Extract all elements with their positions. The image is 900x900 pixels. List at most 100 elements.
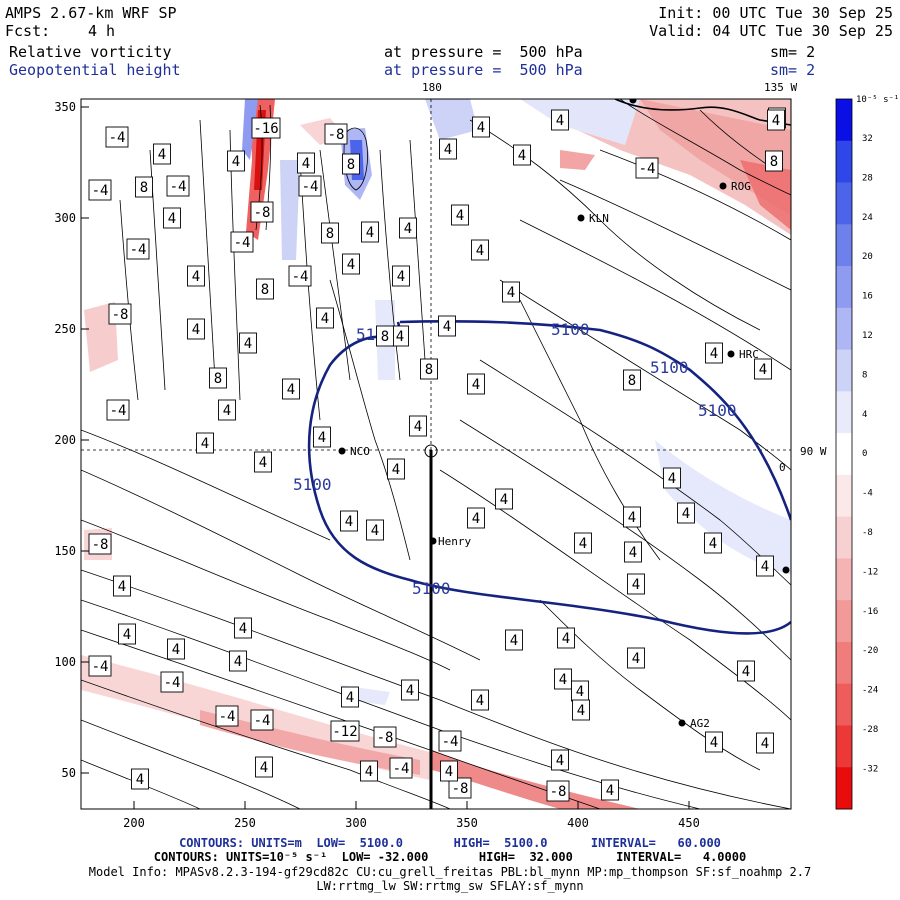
y-tick-label: 250 bbox=[54, 322, 76, 336]
vorticity-label-text: 4 bbox=[556, 113, 564, 129]
vorticity-label-box bbox=[88, 179, 112, 201]
vorticity-label-text: 4 bbox=[759, 362, 767, 378]
vorticity-label: 4 bbox=[113, 575, 131, 597]
vorticity-label: 4 bbox=[131, 768, 149, 790]
meridian-label-135w: 135 W bbox=[764, 81, 797, 94]
vorticity-label: -8 bbox=[108, 303, 132, 325]
forecast-hour: 4 h bbox=[88, 22, 116, 40]
vorticity-label: 4 bbox=[297, 152, 315, 174]
south-pole-marker bbox=[424, 444, 438, 458]
vorticity-label: 4 bbox=[440, 760, 458, 782]
vorticity-label: 4 bbox=[451, 204, 469, 226]
vorticity-label-text: 4 bbox=[772, 113, 780, 129]
vorticity-label: 4 bbox=[254, 451, 272, 473]
vorticity-label-text: -8 bbox=[550, 784, 567, 800]
station-markers bbox=[338, 99, 790, 727]
vorticity-label: 4 bbox=[767, 109, 785, 131]
vorticity-label-box bbox=[409, 415, 427, 437]
vorticity-label-text: 4 bbox=[321, 311, 329, 327]
vorticity-label-text: -4 bbox=[92, 659, 109, 675]
vorticity-label-box bbox=[471, 689, 489, 711]
vorticity-label: 4 bbox=[704, 532, 722, 554]
meridian-label-180: 180 bbox=[422, 81, 442, 94]
vorticity-label-text: -4 bbox=[393, 761, 410, 777]
vorticity-label: 4 bbox=[167, 638, 185, 660]
vorticity-label-text: 4 bbox=[239, 621, 247, 637]
field1-smoothing: sm= 2 bbox=[770, 43, 816, 61]
vorticity-label-box bbox=[392, 265, 410, 287]
vorticity-label-box bbox=[126, 238, 150, 260]
colorbar-level-label: 4 bbox=[862, 410, 867, 420]
y-tick-label: 100 bbox=[54, 655, 76, 669]
vorticity-label-box bbox=[113, 575, 131, 597]
colorbar-band bbox=[836, 182, 852, 225]
vorticity-label: 4 bbox=[627, 573, 645, 595]
vorticity-label-box bbox=[467, 507, 485, 529]
colorbar-band bbox=[836, 600, 852, 643]
vorticity-label-box bbox=[624, 541, 642, 563]
vorticity-label-box bbox=[627, 647, 645, 669]
vorticity-label: 4 bbox=[360, 760, 378, 782]
vorticity-label-text: 4 bbox=[709, 536, 717, 552]
vorticity-label-text: -8 bbox=[328, 127, 345, 143]
vorticity-label: 8 bbox=[256, 278, 274, 300]
vorticity-label: 4 bbox=[313, 426, 331, 448]
forecast-label: Fcst: bbox=[5, 22, 51, 40]
vorticity-label-box bbox=[316, 307, 334, 329]
vorticity-label: -8 bbox=[546, 780, 570, 802]
vorticity-label: 4 bbox=[187, 265, 205, 287]
vorticity-label-text: -8 bbox=[452, 781, 469, 797]
vorticity-label: 4 bbox=[513, 144, 531, 166]
vorticity-label-text: 4 bbox=[632, 651, 640, 667]
vorticity-label: 4 bbox=[196, 432, 214, 454]
vorticity-label-text: -4 bbox=[639, 161, 656, 177]
vorticity-label-text: 4 bbox=[172, 642, 180, 658]
vorticity-label-box bbox=[330, 720, 360, 742]
vorticity-label-text: 4 bbox=[477, 120, 485, 136]
station-label-kln: KLN bbox=[589, 212, 609, 225]
vorticity-label-text: 4 bbox=[577, 703, 585, 719]
vorticity-label-text: 4 bbox=[579, 536, 587, 552]
vorticity-label-box bbox=[387, 458, 405, 480]
vorticity-label-box bbox=[297, 152, 315, 174]
vorticity-label: 4 bbox=[551, 749, 569, 771]
vorticity-label-text: 8 bbox=[425, 362, 433, 378]
vorticity-label: 4 bbox=[574, 532, 592, 554]
vorticity-label-box bbox=[704, 532, 722, 554]
vorticity-label: 4 bbox=[239, 332, 257, 354]
vorticity-label-text: 4 bbox=[562, 631, 570, 647]
vorticity-label: -4 bbox=[126, 238, 150, 260]
station-label-nco: NCO bbox=[350, 445, 370, 458]
vorticity-label-text: 4 bbox=[244, 336, 252, 352]
vorticity-label: 4 bbox=[471, 239, 489, 261]
vorticity-label-text: -4 bbox=[109, 130, 126, 146]
vorticity-label-text: 4 bbox=[123, 627, 131, 643]
positive-vorticity-shading bbox=[242, 99, 791, 705]
field2-level: at pressure = 500 hPa bbox=[384, 61, 583, 79]
vorticity-label-text: 4 bbox=[406, 683, 414, 699]
vorticity-label: 8 bbox=[321, 222, 339, 244]
vorticity-label-text: -8 bbox=[254, 205, 271, 221]
vorticity-label-text: 4 bbox=[507, 285, 515, 301]
field2-smoothing: sm= 2 bbox=[770, 61, 816, 79]
vorticity-label: 8 bbox=[342, 153, 360, 175]
vorticity-label: 8 bbox=[420, 358, 438, 380]
map-figure: ROG KLN HRC NCO Henry AG2 5100 5100 5100… bbox=[54, 81, 899, 830]
vorticity-label-box bbox=[255, 756, 273, 778]
vorticity-label-box bbox=[229, 650, 247, 672]
vorticity-label: 4 bbox=[153, 143, 171, 165]
vorticity-label: 4 bbox=[229, 650, 247, 672]
vorticity-label-text: 4 bbox=[397, 269, 405, 285]
colorbar-band bbox=[836, 641, 852, 685]
vorticity-label: 4 bbox=[234, 617, 252, 639]
vorticity-label-box bbox=[324, 123, 348, 145]
vorticity-label-box bbox=[627, 573, 645, 595]
colorbar-band bbox=[836, 391, 852, 434]
vorticity-label-box bbox=[218, 399, 236, 421]
vorticity-label: 4 bbox=[163, 207, 181, 229]
footer-height-contours: CONTOURS: UNITS=m LOW= 5100.0 HIGH= 5100… bbox=[179, 836, 721, 850]
vorticity-label-box bbox=[554, 668, 572, 690]
vorticity-label-text: 4 bbox=[761, 736, 769, 752]
colorbar-band bbox=[836, 725, 852, 768]
